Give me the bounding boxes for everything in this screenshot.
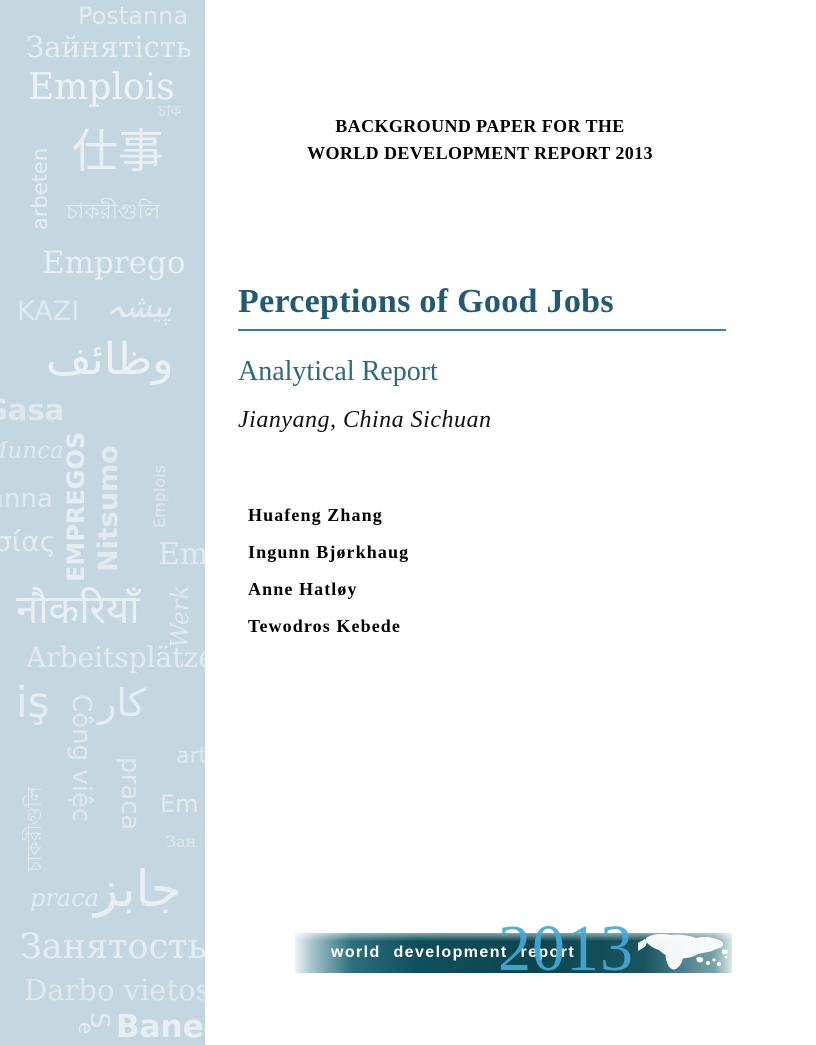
sidebar-word: EMPREGOS [62,431,90,582]
sidebar-word: Darbo vietos [24,973,205,1007]
sidebar-word: Postanna [78,2,189,30]
paper-header: BACKGROUND PAPER FOR THE WORLD DEVELOPME… [230,113,730,167]
author-name: Ingunn Bjørkhaug [248,542,410,562]
sidebar-word: Werk [166,585,194,648]
sidebar-word: Banen [116,1009,205,1045]
sidebar-word: کار [98,681,147,725]
author-name: Huafeng Zhang [248,505,383,525]
sidebar-word: Emplois [150,465,169,528]
sidebar-word: arbeten [28,147,52,230]
sidebar-word: S [84,1012,114,1029]
title-underline [238,329,726,331]
sidebar-word: Munca [0,438,64,464]
header-line2: WORLD DEVELOPMENT REPORT 2013 [307,143,653,163]
sidebar-word: Gasa [0,393,65,427]
location-line: Jianyang, China Sichuan [238,407,492,433]
page-title: Perceptions of Good Jobs [238,283,614,320]
sidebar-word: Зан [166,832,197,851]
sidebar-word: চাকরীগুলি [66,200,161,225]
banner-label: world development report [331,944,576,961]
sidebar-word: Em [158,537,205,572]
author-name: Anne Hatløy [248,579,358,599]
sidebar-word: চাকরীগুলি [22,786,46,872]
sidebar-word: Зайнятість [26,30,192,64]
sidebar-word: پیشہ [106,287,172,325]
sidebar-word: नौकरियाँ [16,587,140,633]
sidebar-word: praca [30,884,99,912]
sidebar-word: Em [160,790,199,818]
sidebar-word: Công việc [66,694,96,823]
world-map-icon [638,934,728,970]
sidebar-word: وظائف [46,334,174,385]
sidebar-word: Emprego [42,245,186,281]
sidebar-word: anna [0,484,53,514]
subtitle: Analytical Report [238,356,438,387]
sidebar-word: art [176,744,205,769]
sidebar-word: KAZI [17,296,80,327]
sidebar-word: σίας [0,525,57,558]
author-name: Tewodros Kebede [248,616,402,636]
sidebar-word: চাক [158,102,181,120]
banner-year: 2013 [498,912,634,985]
sidebar-word: iş [16,678,50,727]
authors-list: Huafeng Zhang Ingunn Bjørkhaug Anne Hatløy… [248,506,409,654]
sidebar-word: Nitsumo [93,445,124,572]
sidebar-word: praca [115,757,145,831]
sidebar-word: 仕事 [72,124,164,178]
sidebar-word: Emplois [28,67,175,108]
header-line1: BACKGROUND PAPER FOR THE [335,116,625,136]
sidebar-word: Занятость [20,927,205,967]
sidebar-wordcloud: Postanna Зайнятість Emplois চাক arbeten 仕事 চাক… [0,0,205,1045]
sidebar-word: جابز [94,860,182,918]
sidebar-word: Arbeitsplätze [26,641,205,674]
